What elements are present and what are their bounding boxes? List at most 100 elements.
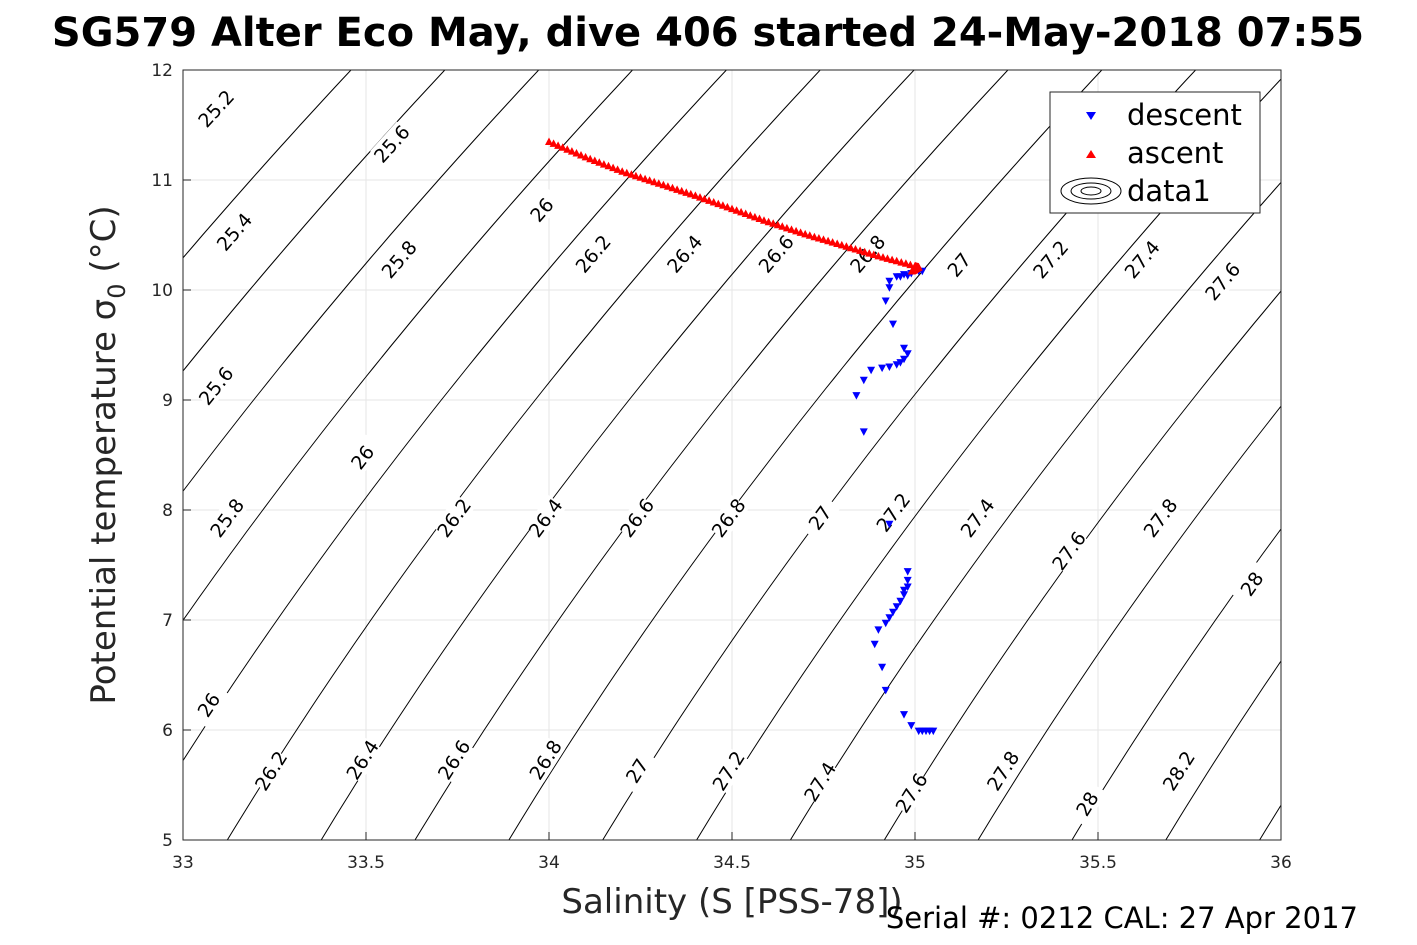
ascent-point xyxy=(901,259,910,267)
ascent-point xyxy=(810,232,819,241)
descent-point xyxy=(885,277,894,286)
legend: descent ascent data1 xyxy=(1049,91,1261,214)
legend-data1-contour-icon xyxy=(1060,177,1122,205)
ascent-point xyxy=(801,229,810,238)
ascent-point xyxy=(631,171,640,180)
legend-descent-label: descent xyxy=(1127,98,1242,132)
ascent-point xyxy=(897,258,906,266)
ascent-point xyxy=(650,177,659,186)
contour-label-background xyxy=(188,681,229,728)
descent-point xyxy=(874,626,883,634)
contour-line xyxy=(1165,660,1281,840)
contour-label-background xyxy=(524,495,567,541)
ascent-point xyxy=(814,234,823,242)
legend-ascent-label: ascent xyxy=(1127,136,1223,170)
descent-point xyxy=(859,428,868,436)
contour-label-background xyxy=(1048,528,1090,574)
ascent-point xyxy=(782,223,791,232)
ascent-point xyxy=(856,246,865,254)
ascent-point xyxy=(673,185,682,193)
ascent-point xyxy=(846,243,855,252)
ascent-point xyxy=(567,147,576,155)
y-tick-label: 8 xyxy=(162,501,173,521)
descent-point xyxy=(903,576,912,585)
contour-line xyxy=(183,70,634,622)
ascent-point xyxy=(760,216,768,224)
contour-line xyxy=(226,70,821,840)
ascent-point xyxy=(686,189,695,198)
descent-point xyxy=(892,603,901,611)
ascent-point xyxy=(645,176,654,184)
ascent-point xyxy=(595,158,604,166)
descent-point xyxy=(929,727,938,736)
ascent-point xyxy=(869,250,878,258)
descent-point xyxy=(896,597,905,606)
descent-point xyxy=(881,686,890,695)
ascent-point xyxy=(609,163,618,172)
ascent-point xyxy=(659,180,668,189)
contour-label-background xyxy=(1231,561,1273,607)
contour-label-background xyxy=(341,434,384,480)
contour-label-background xyxy=(250,747,291,794)
ascent-point xyxy=(663,182,672,190)
contour-label-background xyxy=(433,736,474,783)
y-tick-label: 10 xyxy=(151,281,173,301)
descent-point xyxy=(870,640,879,649)
contour-label-background xyxy=(708,747,749,794)
x-tick-label: 33.5 xyxy=(347,853,385,873)
ascent-point xyxy=(558,143,567,151)
ascent-point xyxy=(696,193,704,201)
descent-point xyxy=(900,711,908,719)
ascent-point xyxy=(792,226,801,235)
legend-descent-marker xyxy=(1086,112,1096,120)
descent-point xyxy=(885,284,894,292)
contour-label-background xyxy=(212,209,256,254)
legend-data1-label: data1 xyxy=(1127,174,1211,208)
descent-point xyxy=(878,663,887,672)
contour-line xyxy=(320,70,915,840)
ascent-point xyxy=(682,188,691,196)
contour-label-background xyxy=(799,758,840,805)
contour-line xyxy=(883,290,1281,840)
ascent-point xyxy=(718,201,727,209)
ascent-point xyxy=(549,139,558,147)
ascent-point xyxy=(581,152,590,161)
contour-label-background xyxy=(754,231,798,277)
contour-label-background xyxy=(1201,258,1244,304)
ascent-point xyxy=(879,253,887,261)
contour-label-background xyxy=(616,747,657,794)
y-axis-label: Potential temperature σ0 (°C) xyxy=(84,205,131,704)
x-tick-label: 34.5 xyxy=(713,853,751,873)
contour-label-background xyxy=(1029,236,1072,282)
ascent-point xyxy=(750,212,759,221)
x-tick-label: 35 xyxy=(904,853,926,873)
ascent-point xyxy=(764,217,773,226)
contour-label-background xyxy=(194,86,238,131)
ascent-point xyxy=(819,235,828,243)
ascent-point xyxy=(837,240,846,249)
contour-label-background xyxy=(872,489,914,535)
ascent-point xyxy=(622,168,631,177)
ascent-point xyxy=(907,267,916,275)
ascent-point xyxy=(700,194,709,203)
ascent-point xyxy=(677,186,686,195)
contour-label-background xyxy=(956,495,998,541)
ascent-point xyxy=(737,207,746,216)
descent-point xyxy=(885,520,894,529)
x-tick-label: 34 xyxy=(538,853,560,873)
contour-label-background xyxy=(342,736,383,783)
ascent-point xyxy=(691,191,700,199)
ascent-point xyxy=(778,222,787,230)
descent-point xyxy=(900,591,908,599)
ascent-point xyxy=(714,199,723,208)
ascent-point xyxy=(577,151,585,159)
ascent-point xyxy=(842,242,851,250)
contour-label-background xyxy=(370,121,414,166)
x-axis-label: Salinity (S [PSS-78]) xyxy=(561,882,902,922)
y-tick-label: 12 xyxy=(151,61,173,81)
descent-point xyxy=(907,722,916,730)
contour-line xyxy=(1071,528,1281,840)
ascent-point xyxy=(618,167,627,175)
ascent-point xyxy=(709,198,718,206)
